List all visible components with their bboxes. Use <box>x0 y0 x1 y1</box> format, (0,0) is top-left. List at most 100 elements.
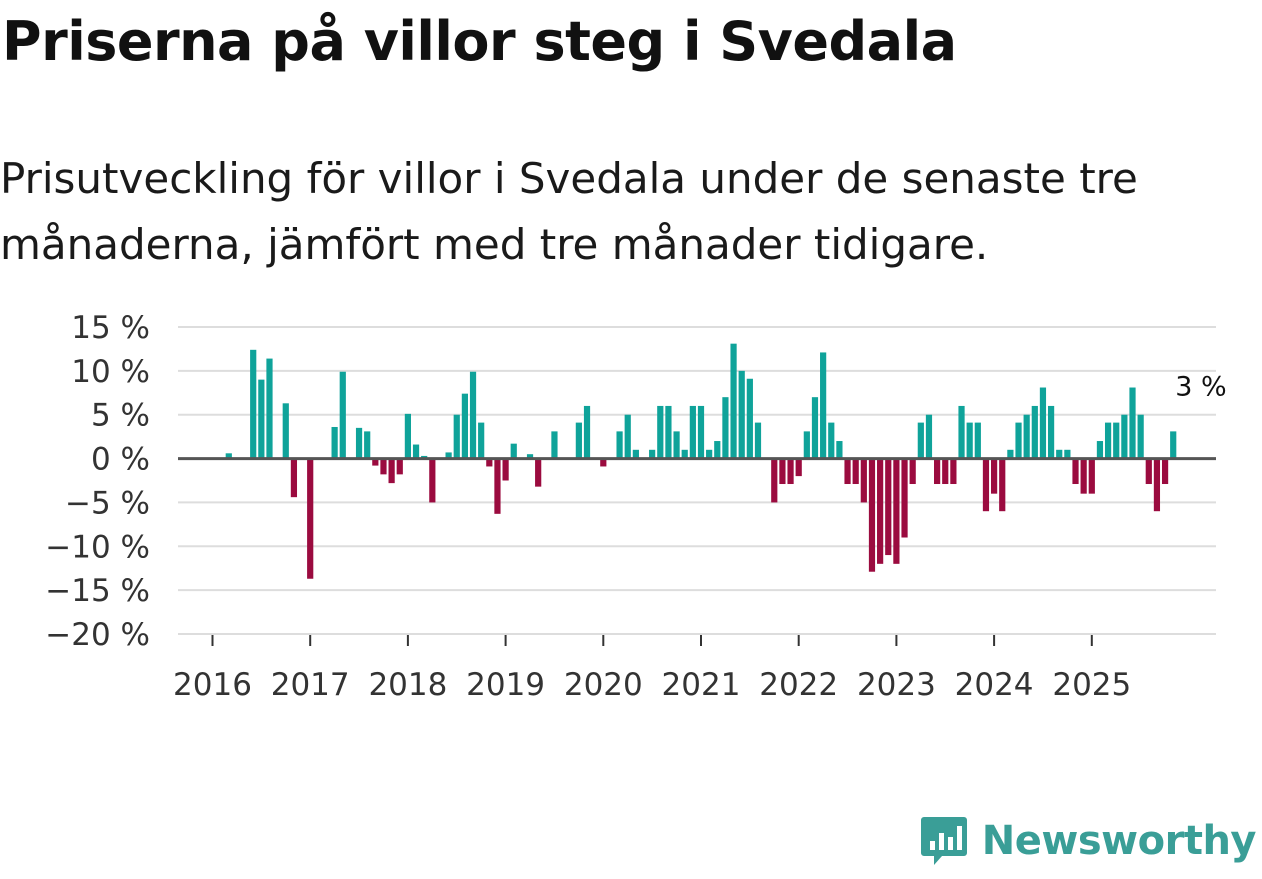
bar <box>307 458 314 579</box>
bar <box>665 405 672 459</box>
bar <box>917 422 924 459</box>
bar <box>469 371 477 459</box>
bar <box>1161 458 1169 485</box>
bar <box>331 426 338 459</box>
bar <box>689 405 696 459</box>
bar <box>502 458 509 481</box>
bar <box>1007 449 1014 459</box>
bar <box>795 458 802 477</box>
grid-lines <box>178 326 1216 635</box>
bar <box>339 371 346 459</box>
bar <box>852 458 859 485</box>
y-tick-label: −10 % <box>45 529 150 565</box>
bar <box>510 443 517 459</box>
bar <box>445 452 452 459</box>
x-tick-label: 2023 <box>857 667 936 703</box>
bar <box>771 458 778 503</box>
bar <box>282 403 289 459</box>
bar <box>836 441 843 459</box>
bar <box>673 431 680 459</box>
bar <box>974 422 981 459</box>
bar <box>991 458 998 494</box>
bar <box>787 458 794 485</box>
bar <box>1145 458 1152 485</box>
bar <box>478 422 485 459</box>
bar <box>453 414 460 459</box>
bar <box>966 422 973 459</box>
bar <box>551 431 558 459</box>
bar <box>1113 422 1120 459</box>
bar <box>624 414 631 459</box>
y-tick-label: 15 % <box>71 310 150 346</box>
bar <box>632 449 639 459</box>
last-value-label: 3 % <box>1175 371 1226 402</box>
bar <box>681 449 688 459</box>
bar <box>225 453 232 459</box>
bar <box>486 458 493 467</box>
bar <box>1056 449 1063 459</box>
x-axis: 2016 2017 2018 2019 2020 2021 2022 2023 2024 2025 <box>173 635 1131 703</box>
y-tick-label: −5 % <box>65 485 150 521</box>
chart-subtitle: Prisutveckling för villor i Svedala unde… <box>0 154 1138 269</box>
bar <box>803 431 810 459</box>
bar <box>1129 387 1136 459</box>
bar <box>494 458 501 514</box>
bar <box>1104 422 1112 459</box>
bar <box>901 458 908 538</box>
bar <box>868 458 876 572</box>
bar <box>779 458 786 485</box>
bar <box>1072 458 1079 485</box>
y-tick-label: −15 % <box>45 573 150 609</box>
bar <box>250 349 257 459</box>
x-tick-label: 2021 <box>662 667 741 703</box>
bar <box>844 458 851 485</box>
bar <box>616 431 623 459</box>
bar <box>526 454 534 459</box>
bar <box>697 405 705 459</box>
bar <box>958 405 965 459</box>
bar <box>893 458 900 564</box>
x-tick-label: 2019 <box>466 667 545 703</box>
bar <box>1088 458 1095 494</box>
bar <box>575 422 582 459</box>
bar <box>583 405 591 459</box>
bar <box>730 343 737 459</box>
brand-name: Newsworthy <box>981 818 1257 864</box>
bar <box>885 458 892 556</box>
annotations: 3 % <box>1175 371 1226 402</box>
bar <box>722 397 729 459</box>
bar <box>355 427 363 459</box>
bar <box>429 458 436 503</box>
x-tick-label: 2020 <box>564 667 643 703</box>
bar <box>1031 405 1038 459</box>
y-tick-label: 10 % <box>71 354 150 390</box>
bars <box>225 343 1177 579</box>
bar <box>266 358 273 459</box>
y-axis: 15 % 10 % 5 % 0 % −5 % −10 % −15 % −20 % <box>45 310 150 653</box>
x-tick-label: 2022 <box>759 667 838 703</box>
chart-title: Priserna på villor steg i Svedala <box>2 10 957 73</box>
bar <box>950 458 957 485</box>
bar <box>942 458 949 485</box>
bar <box>657 405 664 459</box>
x-tick-label: 2025 <box>1052 667 1131 703</box>
bar <box>1121 414 1128 459</box>
bar <box>999 458 1006 512</box>
bar <box>754 422 762 459</box>
bar <box>258 379 265 459</box>
bar <box>649 449 656 459</box>
bar <box>1015 422 1022 459</box>
bar <box>600 458 607 467</box>
bar <box>535 458 542 487</box>
bar <box>290 458 298 498</box>
bar <box>1137 414 1144 459</box>
bar <box>412 444 420 459</box>
bar <box>380 458 387 475</box>
newsworthy-logo: Newsworthy <box>920 815 1257 867</box>
x-tick-label: 2024 <box>955 667 1034 703</box>
bar <box>364 431 371 459</box>
bar <box>811 397 819 459</box>
bar <box>746 378 753 459</box>
y-tick-label: 5 % <box>91 398 150 434</box>
bar <box>934 458 941 485</box>
